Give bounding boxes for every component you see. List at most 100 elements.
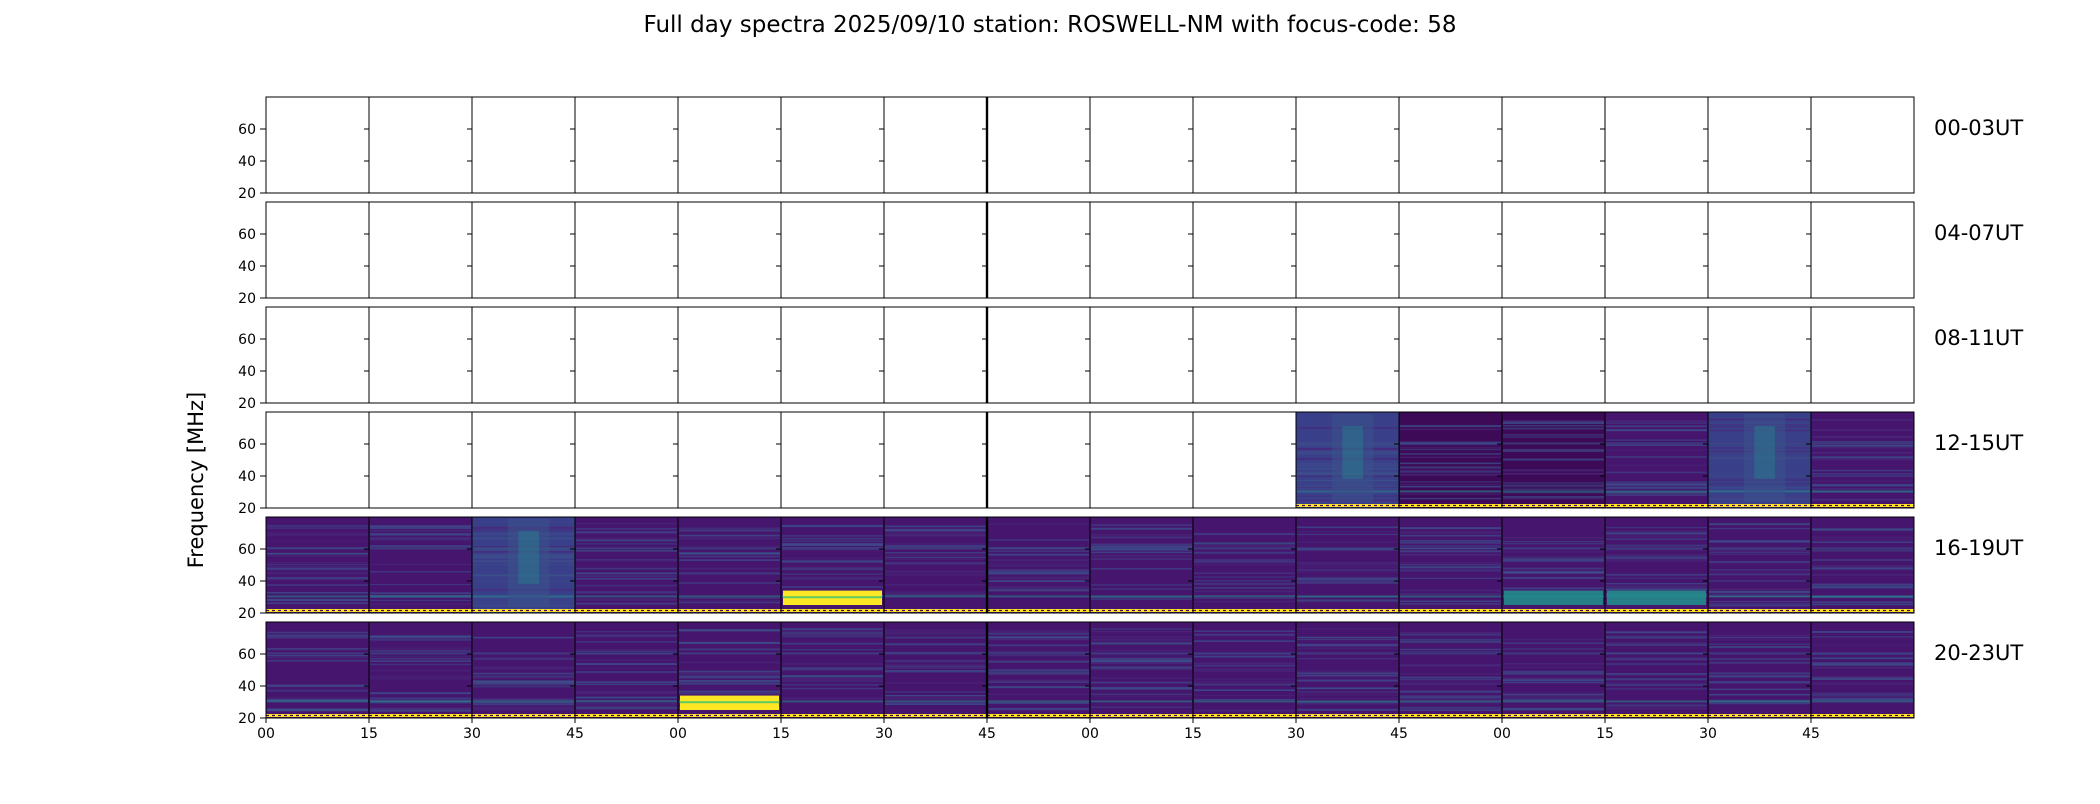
spectral-band: [1503, 472, 1604, 475]
band-30mhz: [1400, 700, 1501, 703]
spectrum-panel: [1394, 306, 1503, 404]
spectral-band: [988, 559, 1089, 562]
spectral-band: [782, 667, 883, 670]
spectral-band: [1400, 531, 1501, 534]
low-frequency-strip: [266, 609, 369, 612]
spectral-band: [370, 532, 471, 535]
spectral-band: [370, 592, 471, 594]
spectral-band: [576, 584, 677, 587]
spectral-band: [473, 698, 574, 701]
panel-background: [1090, 412, 1193, 508]
spectral-band: [370, 663, 471, 666]
panel-background: [1811, 517, 1914, 613]
spectral-band: [885, 591, 986, 593]
spectral-band: [267, 572, 368, 575]
panel-background: [1502, 622, 1605, 718]
broadband-emission: [1744, 414, 1786, 502]
spectral-band: [988, 671, 1089, 674]
spectral-band: [1503, 436, 1604, 438]
low-frequency-strip: [1605, 504, 1708, 507]
spectrum-panel: [1806, 201, 1915, 299]
spectral-band: [988, 655, 1089, 657]
spectral-band: [1709, 672, 1810, 675]
spectral-band: [988, 660, 1089, 662]
panel-background: [266, 412, 369, 508]
spectrum-panel: [570, 621, 679, 719]
y-tick-label: 40: [238, 574, 256, 590]
panel-background: [266, 307, 369, 403]
spectral-band: [1503, 681, 1604, 684]
spectral-band: [1194, 681, 1295, 683]
spectral-band: [1194, 662, 1295, 664]
spectral-band: [576, 641, 677, 643]
spectral-band: [1812, 644, 1913, 646]
low-frequency-strip: [1296, 714, 1399, 717]
spectral-band: [576, 602, 677, 605]
spectrum-panel: [1291, 516, 1400, 614]
spectral-band: [782, 568, 883, 571]
spectral-band: [1297, 549, 1398, 551]
spectral-band: [1400, 483, 1501, 486]
spectral-band: [1606, 544, 1707, 547]
row-label: 04-07UT: [1934, 221, 2023, 245]
spectral-band: [885, 532, 986, 535]
spectral-band: [267, 699, 368, 702]
spectral-band: [679, 567, 780, 570]
spectral-band: [1812, 692, 1913, 694]
spectral-band: [782, 524, 883, 527]
spectral-band: [1091, 642, 1192, 645]
spectral-band: [885, 632, 986, 635]
band-30mhz: [988, 595, 1089, 598]
spectral-band: [1709, 681, 1810, 684]
panel-background: [781, 97, 884, 193]
spectral-band: [1606, 420, 1707, 423]
spectral-band: [1297, 541, 1398, 544]
low-frequency-strip: [1399, 714, 1502, 717]
spectral-band: [1812, 565, 1913, 568]
spectral-band: [576, 537, 677, 540]
spectral-band: [1091, 537, 1192, 539]
spectral-band: [370, 529, 471, 532]
spectral-band: [1812, 630, 1913, 633]
spectral-band: [267, 649, 368, 651]
spectral-band: [370, 709, 471, 712]
spectral-band: [1503, 469, 1604, 472]
spectrum-panel: [570, 306, 679, 404]
spectral-band: [1194, 597, 1295, 599]
spectral-band: [1709, 639, 1810, 641]
spectrum-panel: [1703, 516, 1812, 614]
panel-background: [781, 412, 884, 508]
spectral-band: [370, 677, 471, 680]
spectral-band: [1503, 568, 1604, 571]
spectrum-panel: [467, 201, 576, 299]
band-60mhz: [782, 547, 883, 550]
spectral-band: [473, 685, 574, 688]
band-30mhz: [267, 700, 368, 703]
low-frequency-strip: [884, 714, 987, 717]
spectral-band: [267, 637, 368, 639]
spectral-band: [1194, 689, 1295, 691]
spectral-band: [1503, 638, 1604, 641]
band-30mhz: [1297, 700, 1398, 703]
spectral-band: [370, 534, 471, 536]
spectrum-panel: [1188, 201, 1297, 299]
spectral-band: [1400, 651, 1501, 653]
spectral-band: [1297, 636, 1398, 638]
band-30mhz: [1606, 700, 1707, 703]
spectral-band: [782, 687, 883, 690]
band-60mhz: [1812, 442, 1913, 445]
low-frequency-strip: [781, 609, 884, 612]
spectral-band: [885, 534, 986, 537]
spectral-band: [1400, 577, 1501, 580]
spectral-band: [1194, 579, 1295, 582]
low-frequency-strip: [1811, 504, 1914, 507]
spectral-band: [1503, 542, 1604, 545]
spectrum-panel: [1291, 96, 1400, 194]
y-tick-label: 20: [238, 291, 256, 307]
spectral-band: [370, 526, 471, 529]
spectrum-panel: [1497, 201, 1606, 299]
band-60mhz: [267, 652, 368, 655]
spectral-band: [1709, 646, 1810, 648]
y-tick-label: 40: [238, 154, 256, 170]
spectral-band: [782, 649, 883, 651]
